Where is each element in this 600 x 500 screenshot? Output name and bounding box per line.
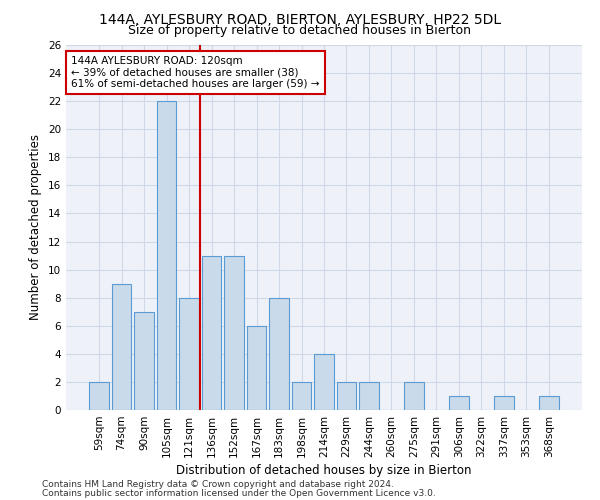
Bar xyxy=(269,298,289,410)
Bar xyxy=(337,382,356,410)
Bar xyxy=(202,256,221,410)
Bar xyxy=(89,382,109,410)
Text: Size of property relative to detached houses in Bierton: Size of property relative to detached ho… xyxy=(128,24,472,37)
Bar xyxy=(404,382,424,410)
Y-axis label: Number of detached properties: Number of detached properties xyxy=(29,134,43,320)
Bar xyxy=(494,396,514,410)
Bar xyxy=(247,326,266,410)
Bar xyxy=(292,382,311,410)
Bar xyxy=(112,284,131,410)
Bar xyxy=(314,354,334,410)
X-axis label: Distribution of detached houses by size in Bierton: Distribution of detached houses by size … xyxy=(176,464,472,477)
Bar xyxy=(224,256,244,410)
Bar xyxy=(157,101,176,410)
Bar xyxy=(449,396,469,410)
Text: Contains HM Land Registry data © Crown copyright and database right 2024.: Contains HM Land Registry data © Crown c… xyxy=(42,480,394,489)
Text: Contains public sector information licensed under the Open Government Licence v3: Contains public sector information licen… xyxy=(42,488,436,498)
Text: 144A AYLESBURY ROAD: 120sqm
← 39% of detached houses are smaller (38)
61% of sem: 144A AYLESBURY ROAD: 120sqm ← 39% of det… xyxy=(71,56,320,89)
Bar xyxy=(134,312,154,410)
Bar xyxy=(539,396,559,410)
Bar xyxy=(359,382,379,410)
Bar xyxy=(179,298,199,410)
Text: 144A, AYLESBURY ROAD, BIERTON, AYLESBURY, HP22 5DL: 144A, AYLESBURY ROAD, BIERTON, AYLESBURY… xyxy=(99,12,501,26)
